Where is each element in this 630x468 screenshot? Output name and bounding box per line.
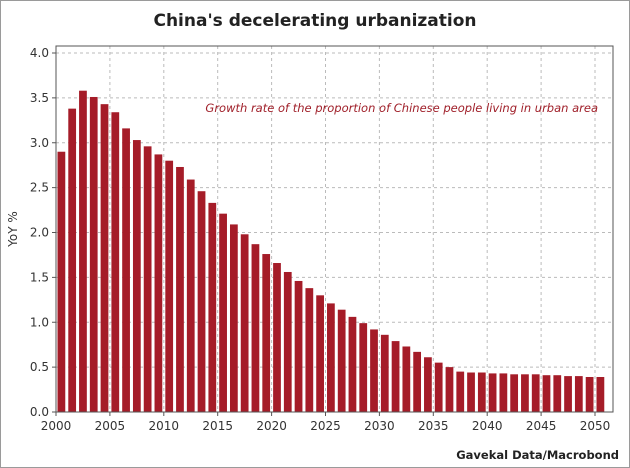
- bar-2031: [391, 341, 400, 412]
- y-tick-label: 0.5: [30, 360, 49, 374]
- bar-2018: [251, 244, 260, 412]
- bar-2033: [413, 351, 422, 412]
- y-tick-label: 4.0: [30, 46, 49, 60]
- bar-2032: [402, 346, 411, 412]
- annotation: Growth rate of the proportion of Chinese…: [205, 101, 598, 115]
- y-tick-label: 1.5: [30, 270, 49, 284]
- bar-2003: [89, 96, 98, 412]
- x-tick-label: 2020: [256, 419, 287, 433]
- bar-2009: [154, 154, 163, 413]
- bar-2014: [208, 202, 217, 412]
- x-tick-label: 2040: [472, 419, 503, 433]
- bar-2046: [553, 375, 562, 412]
- bar-2024: [316, 295, 324, 412]
- bar-2049: [585, 376, 594, 412]
- bar-2047: [564, 376, 572, 412]
- bar-2021: [283, 271, 292, 412]
- bar-2040: [488, 373, 497, 412]
- bar-2036: [445, 367, 454, 412]
- x-tick-label: 2050: [580, 419, 611, 433]
- x-tick-label: 2035: [418, 419, 449, 433]
- bar-2019: [262, 254, 271, 412]
- y-tick-label: 1.0: [30, 315, 49, 329]
- bar-2042: [510, 374, 519, 412]
- bar-2048: [574, 376, 583, 412]
- x-tick-label: 2025: [310, 419, 341, 433]
- y-axis-label: YoY %: [6, 211, 20, 248]
- bar-2044: [531, 374, 540, 412]
- bar-2004: [100, 104, 109, 412]
- bar-2043: [521, 374, 529, 412]
- x-tick-label: 2000: [41, 419, 72, 433]
- bar-2050: [596, 376, 605, 412]
- bar-2002: [79, 90, 87, 412]
- bar-2012: [186, 179, 195, 412]
- bar-2023: [305, 288, 314, 412]
- bar-2000: [57, 151, 66, 412]
- bar-2034: [424, 357, 432, 412]
- x-tick-label: 2010: [149, 419, 180, 433]
- bar-2038: [467, 372, 475, 412]
- bar-2005: [111, 112, 120, 413]
- bar-2020: [273, 263, 281, 412]
- chart-title: China's decelerating urbanization: [153, 11, 476, 31]
- bar-2008: [143, 146, 152, 412]
- y-tick-label: 2.5: [30, 181, 49, 195]
- bar-2026: [337, 309, 346, 412]
- bar-2027: [348, 316, 357, 412]
- y-tick-label: 3.0: [30, 136, 49, 150]
- bar-2001: [68, 108, 77, 413]
- bar-2035: [434, 362, 443, 412]
- bar-2039: [477, 372, 486, 412]
- bar-2041: [499, 373, 508, 412]
- bar-2030: [380, 334, 389, 412]
- x-tick-label: 2030: [364, 419, 395, 433]
- bar-2011: [176, 166, 184, 412]
- bar-2007: [132, 140, 141, 412]
- bar-2016: [229, 224, 238, 412]
- bar-2037: [456, 371, 465, 412]
- x-tick-label: 2005: [95, 419, 126, 433]
- bar-2015: [219, 213, 227, 412]
- bar-2010: [165, 160, 174, 412]
- x-tick-label: 2045: [526, 419, 557, 433]
- y-tick-label: 2.0: [30, 226, 49, 240]
- plot-frame: [55, 45, 614, 413]
- bar-2025: [327, 303, 335, 412]
- y-tick-label: 0.0: [30, 405, 49, 419]
- source-label: Gavekal Data/Macrobond: [456, 448, 619, 462]
- bar-2013: [197, 191, 206, 412]
- bar-2028: [359, 323, 368, 412]
- bar-2045: [542, 375, 551, 412]
- bar-2017: [240, 234, 249, 412]
- y-tick-label: 3.5: [30, 91, 49, 105]
- bar-2006: [122, 128, 130, 412]
- bar-2029: [370, 329, 378, 412]
- x-tick-label: 2015: [202, 419, 233, 433]
- bar-2022: [294, 280, 303, 412]
